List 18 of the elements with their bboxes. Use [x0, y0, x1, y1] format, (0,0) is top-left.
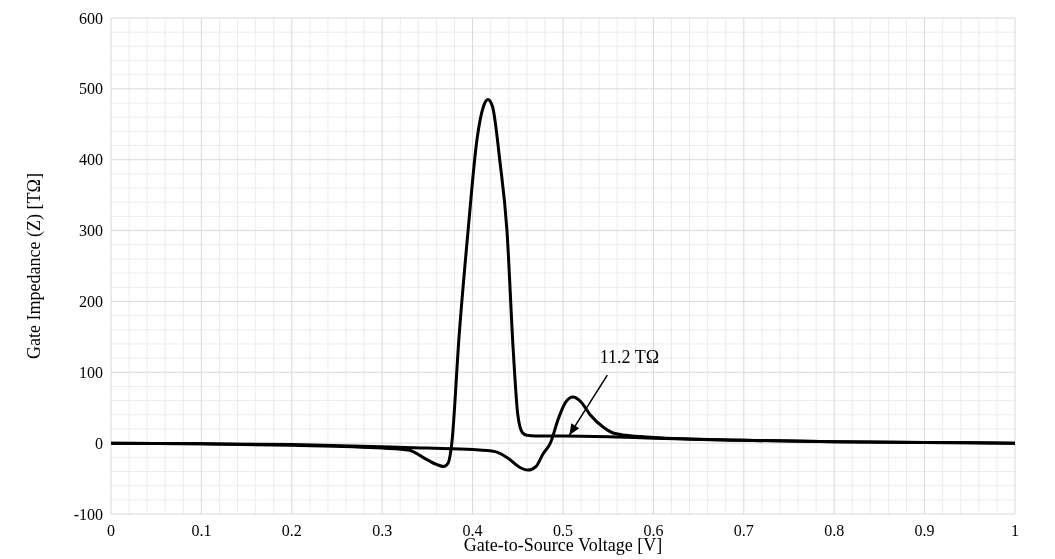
y-tick-label: 500 — [79, 80, 103, 98]
x-tick-label: 0.2 — [281, 522, 302, 539]
x-tick-label: 0.7 — [733, 522, 754, 539]
y-tick-label: 400 — [79, 151, 103, 169]
annotation: 11.2 TΩ — [599, 347, 660, 368]
x-tick-label: 0.9 — [914, 522, 935, 539]
y-tick-label: 100 — [79, 363, 103, 381]
y-axis-title: Gate Impedance (Z) [TΩ] — [24, 173, 45, 359]
y-tick-label: 300 — [79, 222, 103, 240]
y-tick-label: 0 — [95, 434, 103, 452]
x-tick-label: 1 — [1011, 522, 1019, 539]
y-tick-label: -100 — [73, 505, 103, 523]
x-tick-label: 0.8 — [824, 522, 845, 539]
x-tick-label: 0 — [107, 522, 115, 539]
y-tick-label: 600 — [79, 9, 103, 27]
x-tick-label: 0.1 — [191, 522, 212, 539]
x-tick-label: 0.3 — [372, 522, 393, 539]
y-tick-label: 200 — [79, 293, 103, 311]
